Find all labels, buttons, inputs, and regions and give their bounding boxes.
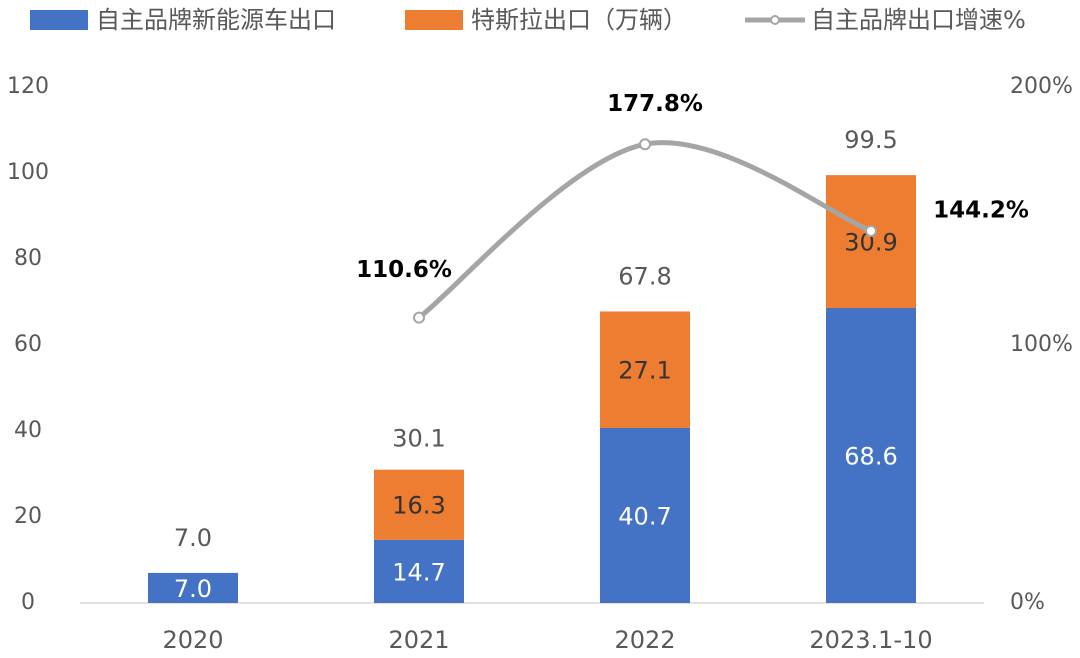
bar-segment xyxy=(826,308,916,603)
y2-tick-label: 100% xyxy=(1010,332,1073,357)
y-tick-label: 20 xyxy=(14,504,42,529)
bar-segment xyxy=(148,572,238,603)
line-value-label: 177.8% xyxy=(607,91,703,117)
y-tick-label: 40 xyxy=(14,418,42,443)
x-tick-label: 2023.1-10 xyxy=(809,626,932,654)
y-tick-label: 120 xyxy=(7,74,49,99)
bar-segment xyxy=(374,469,464,540)
value-label: 14.7 xyxy=(392,558,445,586)
bar-segment xyxy=(826,175,916,309)
line-marker xyxy=(639,138,651,151)
y-tick-label: 80 xyxy=(14,246,42,271)
y-tick-label: 60 xyxy=(14,332,42,357)
y-tick-label: 0 xyxy=(21,590,35,615)
legend-swatch xyxy=(405,10,463,30)
y2-tick-label: 200% xyxy=(1010,74,1073,99)
value-label: 40.7 xyxy=(618,502,671,530)
legend-label: 自主品牌出口增速% xyxy=(811,6,1026,34)
value-label: 16.3 xyxy=(392,492,445,520)
bar-segment xyxy=(600,311,690,428)
line-marker xyxy=(865,224,877,237)
line-value-label: 110.6% xyxy=(356,257,452,283)
legend-marker xyxy=(770,15,780,25)
value-label: 68.6 xyxy=(844,443,897,471)
x-tick-label: 2022 xyxy=(614,626,675,654)
growth-line xyxy=(416,140,874,321)
line-marker xyxy=(413,311,425,324)
legend-swatch xyxy=(30,10,88,30)
x-tick-label: 2021 xyxy=(388,626,449,654)
line-value-label: 144.2% xyxy=(933,197,1029,223)
bar-segment xyxy=(600,427,690,603)
y-tick-label: 100 xyxy=(7,160,49,185)
legend-label: 特斯拉出口（万辆） xyxy=(471,6,687,34)
total-label: 99.5 xyxy=(844,126,897,154)
y2-tick-label: 0% xyxy=(1010,590,1045,615)
value-label: 27.1 xyxy=(618,357,671,385)
total-label: 7.0 xyxy=(174,524,212,552)
x-tick-label: 2020 xyxy=(162,626,223,654)
bar-segment xyxy=(374,539,464,603)
total-label: 30.1 xyxy=(392,425,445,453)
total-label: 67.8 xyxy=(618,262,671,290)
value-label: 7.0 xyxy=(174,575,212,603)
legend-label: 自主品牌新能源车出口 xyxy=(96,6,336,34)
